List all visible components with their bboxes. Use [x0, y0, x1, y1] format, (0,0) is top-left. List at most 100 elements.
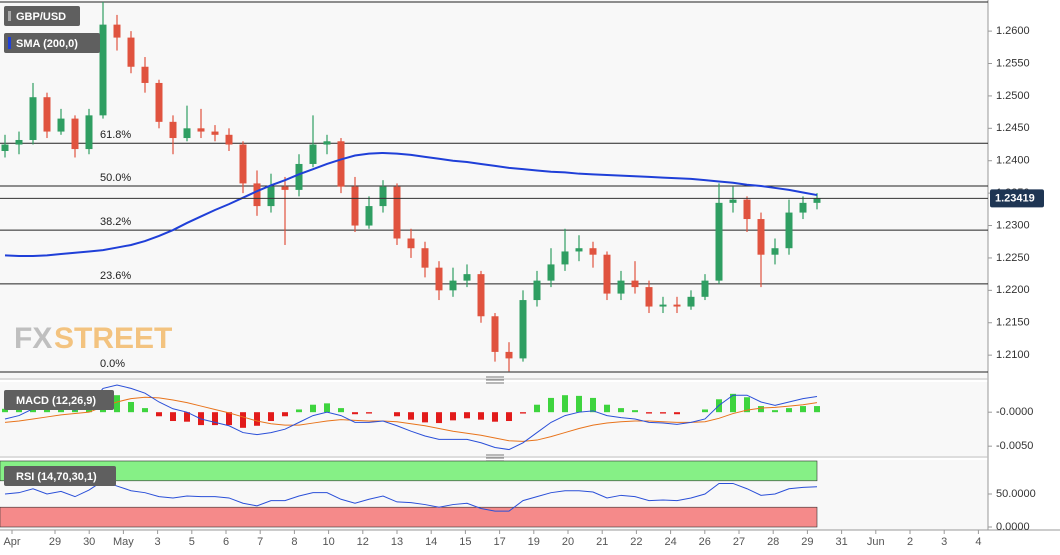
x-tick-label: 24 — [664, 536, 676, 548]
histogram-bar — [562, 395, 568, 413]
histogram-bar — [422, 412, 428, 423]
histogram-bar — [758, 406, 764, 413]
histogram-bar — [394, 412, 400, 417]
candle-body — [659, 304, 667, 307]
candle-body — [267, 186, 275, 207]
histogram-bar — [212, 412, 218, 426]
candle-body — [589, 248, 597, 255]
rsi-line — [4, 480, 818, 512]
candle-body — [687, 296, 695, 307]
histogram-bar — [324, 403, 330, 413]
histogram-bar — [114, 395, 120, 413]
x-tick-label: 4 — [975, 536, 981, 548]
histogram-bar — [408, 412, 414, 420]
candle-body — [43, 97, 51, 132]
candle-body — [253, 183, 261, 207]
fib-label: 0.0% — [100, 358, 125, 370]
histogram-bar — [632, 410, 638, 413]
watermark: STREET — [54, 322, 172, 355]
histogram-bar — [366, 412, 372, 414]
histogram-bar — [520, 412, 526, 414]
x-tick-label: 17 — [493, 536, 505, 548]
symbol-legend[interactable] — [4, 6, 80, 26]
y-tick-label: 1.2300 — [996, 219, 1030, 231]
y-tick-label: -0.0050 — [996, 440, 1033, 452]
histogram-bar — [702, 409, 708, 413]
y-tick-label: 1.2400 — [996, 155, 1030, 167]
rsi-legend[interactable] — [4, 466, 116, 486]
candle-body — [715, 202, 723, 281]
candle-body — [449, 280, 457, 291]
resize-grip[interactable] — [486, 376, 504, 384]
candle-body — [15, 139, 23, 145]
histogram-bar — [156, 412, 162, 417]
x-tick-label: 28 — [767, 536, 779, 548]
histogram-bar — [338, 408, 344, 413]
legend-marker — [8, 11, 11, 21]
legend-marker — [8, 37, 11, 49]
fib-label: 61.8% — [100, 129, 131, 141]
fib-label: 23.6% — [100, 270, 131, 282]
fib-label: 38.2% — [100, 216, 131, 228]
histogram-bar — [268, 412, 274, 422]
candle-body — [575, 248, 583, 252]
candle-body — [281, 186, 289, 190]
candle-body — [225, 134, 233, 145]
sma-label: SMA (200,0) — [16, 38, 78, 50]
candle-body — [85, 115, 93, 150]
x-tick-label: May — [113, 536, 134, 548]
x-tick-label: 31 — [835, 536, 847, 548]
candle-body — [547, 264, 555, 281]
histogram-bar — [282, 412, 288, 417]
candle-body — [561, 251, 569, 265]
y-tick-label: 1.2200 — [996, 284, 1030, 296]
y-tick-label: 1.2100 — [996, 349, 1030, 361]
histogram-bar — [226, 412, 232, 426]
x-tick-label: 5 — [189, 536, 195, 548]
x-tick-label: 20 — [562, 536, 574, 548]
y-tick-label: 50.0000 — [996, 488, 1036, 500]
x-tick-label: 22 — [630, 536, 642, 548]
watermark: FX — [14, 322, 52, 355]
histogram-bar — [534, 404, 540, 413]
sma-legend[interactable] — [4, 33, 100, 53]
symbol-label: GBP/USD — [16, 11, 66, 23]
histogram-bar — [506, 412, 512, 422]
histogram-bar — [492, 412, 498, 422]
y-tick-label: 1.2600 — [996, 25, 1030, 37]
histogram-bar — [576, 395, 582, 413]
candle-body — [813, 198, 821, 203]
rsi-label: RSI (14,70,30,1) — [16, 471, 97, 483]
candle-body — [603, 254, 611, 294]
x-tick-label: 21 — [596, 536, 608, 548]
candle-body — [211, 131, 219, 135]
x-tick-label: 15 — [459, 536, 471, 548]
candle-body — [645, 287, 653, 307]
candle-body — [421, 248, 429, 268]
histogram-bar — [436, 412, 442, 424]
y-tick-label: 1.2550 — [996, 57, 1030, 69]
x-tick-label: 3 — [155, 536, 161, 548]
histogram-bar — [296, 409, 302, 413]
candle-body — [617, 280, 625, 294]
y-tick-label: 0.0000 — [996, 521, 1030, 533]
histogram-bar — [744, 397, 750, 413]
macd-legend[interactable] — [4, 390, 114, 410]
x-tick-label: 14 — [425, 536, 437, 548]
candle-body — [155, 82, 163, 122]
histogram-bar — [450, 412, 456, 421]
candle-body — [99, 24, 107, 116]
histogram-bar — [618, 408, 624, 413]
candle-body — [463, 274, 471, 281]
x-tick-label: 10 — [322, 536, 334, 548]
candle-body — [197, 128, 205, 132]
candle-body — [141, 66, 149, 83]
candle-body — [519, 300, 527, 359]
signal-line — [4, 396, 818, 442]
histogram-bar — [800, 406, 806, 413]
candle-body — [533, 280, 541, 301]
candle-body — [505, 351, 513, 359]
histogram-bar — [814, 406, 820, 413]
candle-body — [631, 280, 639, 288]
